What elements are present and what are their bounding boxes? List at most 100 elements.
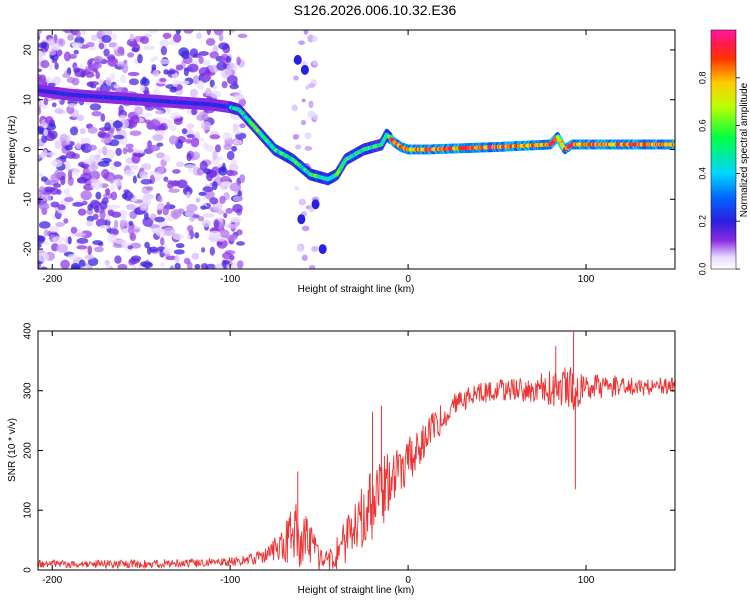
heatmap-cell	[91, 110, 102, 117]
heatmap-cell	[149, 171, 157, 176]
heatmap-cell	[173, 33, 182, 43]
heatmap-cell	[202, 141, 209, 150]
heatmap-cell	[152, 55, 159, 61]
heatmap-cell	[76, 114, 85, 122]
heatmap-cell	[100, 113, 106, 122]
heatmap-cell	[201, 219, 211, 228]
heatmap-cell	[197, 216, 205, 222]
heatmap-cell	[80, 137, 92, 146]
heatmap-cell	[51, 159, 63, 168]
heatmap-cell	[39, 266, 49, 269]
heatmap-cell	[202, 186, 214, 193]
heatmap-cell	[236, 260, 244, 269]
heatmap-cell	[113, 161, 122, 168]
heatmap-cell	[221, 81, 228, 89]
heatmap-cell	[113, 84, 121, 89]
heatmap-cell	[38, 252, 50, 263]
heatmap-cell	[186, 191, 191, 199]
heatmap-cell	[155, 152, 166, 159]
heatmap-cell	[129, 164, 139, 170]
heatmap-cell	[76, 245, 88, 250]
heatmap-cell	[48, 82, 56, 87]
heatmap-cell	[298, 198, 306, 206]
heatmap-cell	[216, 156, 224, 161]
heatmap-cell	[200, 205, 207, 210]
heatmap-ridge-layer	[34, 84, 675, 186]
heatmap-cell	[40, 176, 48, 182]
heatmap-cell	[209, 79, 215, 88]
heatmap-cell	[300, 119, 307, 126]
heatmap-cell	[134, 228, 140, 233]
snr-series-line	[38, 367, 675, 570]
heatmap-cell	[209, 197, 219, 205]
heatmap-cell	[194, 232, 200, 239]
heatmap-cell	[222, 132, 233, 140]
heatmap-cell	[38, 68, 43, 73]
heatmap-cell	[139, 84, 146, 92]
y-tick-label: 0	[23, 146, 34, 152]
heatmap-cell	[194, 264, 201, 269]
heatmap-cell	[92, 240, 103, 246]
heatmap-cell	[160, 262, 166, 267]
heatmap-cell	[130, 197, 138, 202]
heatmap-cell	[226, 150, 235, 161]
heatmap-cell	[89, 103, 102, 111]
colorbar-tick-label: 0.4	[697, 167, 707, 180]
heatmap-spot	[300, 64, 309, 75]
x-tick-label: 0	[405, 575, 411, 586]
y-tick-label: 100	[23, 501, 34, 518]
heatmap-cell	[45, 116, 54, 125]
heatmap-cell	[183, 67, 189, 77]
heatmap-cell	[221, 259, 227, 268]
heatmap-spot	[311, 199, 320, 210]
heatmap-cell	[163, 34, 169, 40]
snr-y-ticks: 0 100 200 300 400	[23, 322, 675, 573]
heatmap-cell	[49, 187, 60, 195]
heatmap-cell	[54, 140, 62, 150]
heatmap-cell	[222, 181, 233, 187]
heatmap-cell	[232, 129, 242, 135]
heatmap-ridge-core	[34, 88, 38, 92]
heatmap-cell	[60, 175, 66, 186]
heatmap-cell	[186, 234, 191, 241]
heatmap-cell	[59, 137, 64, 144]
heatmap-cell	[168, 188, 181, 193]
heatmap-cell	[304, 146, 313, 151]
heatmap-cell	[228, 62, 235, 68]
heatmap-cell	[139, 36, 150, 44]
heatmap-cell	[209, 246, 216, 256]
heatmap-cell	[101, 168, 110, 179]
snr-x-axis-label: Height of straight line (km)	[298, 585, 415, 596]
heatmap-cell	[307, 83, 316, 89]
heatmap-cell	[48, 225, 60, 233]
x-tick-label: 100	[578, 575, 595, 586]
heatmap-cell	[213, 30, 224, 36]
heatmap-cell	[163, 176, 169, 182]
heatmap-cell	[63, 51, 71, 62]
heatmap-cell	[140, 77, 150, 87]
heatmap-cell	[40, 193, 52, 202]
heatmap-cell	[73, 67, 81, 73]
heatmap-cell	[60, 259, 70, 269]
heatmap-cell	[228, 170, 238, 176]
heatmap-cell	[67, 253, 79, 260]
heatmap-cell	[79, 128, 86, 135]
heatmap-cell	[75, 232, 87, 237]
heatmap-cell	[77, 177, 83, 184]
heatmap-cell	[54, 62, 59, 70]
heatmap-cell	[173, 117, 183, 125]
heatmap-cell	[145, 186, 154, 191]
heatmap-cell	[52, 236, 65, 244]
heatmap-cell	[99, 200, 108, 210]
heatmap-cell	[52, 43, 61, 51]
heatmap-cell	[38, 126, 45, 135]
colorbar-label: Normalized spectral amplitude	[739, 82, 750, 217]
heatmap-cell	[95, 71, 100, 80]
heatmap-cell	[91, 34, 98, 42]
heatmap-cell	[309, 264, 316, 269]
heatmap-cell	[301, 225, 310, 232]
heatmap-cell	[43, 229, 49, 237]
heatmap-cell	[171, 72, 179, 80]
heatmap-cell	[187, 167, 193, 173]
